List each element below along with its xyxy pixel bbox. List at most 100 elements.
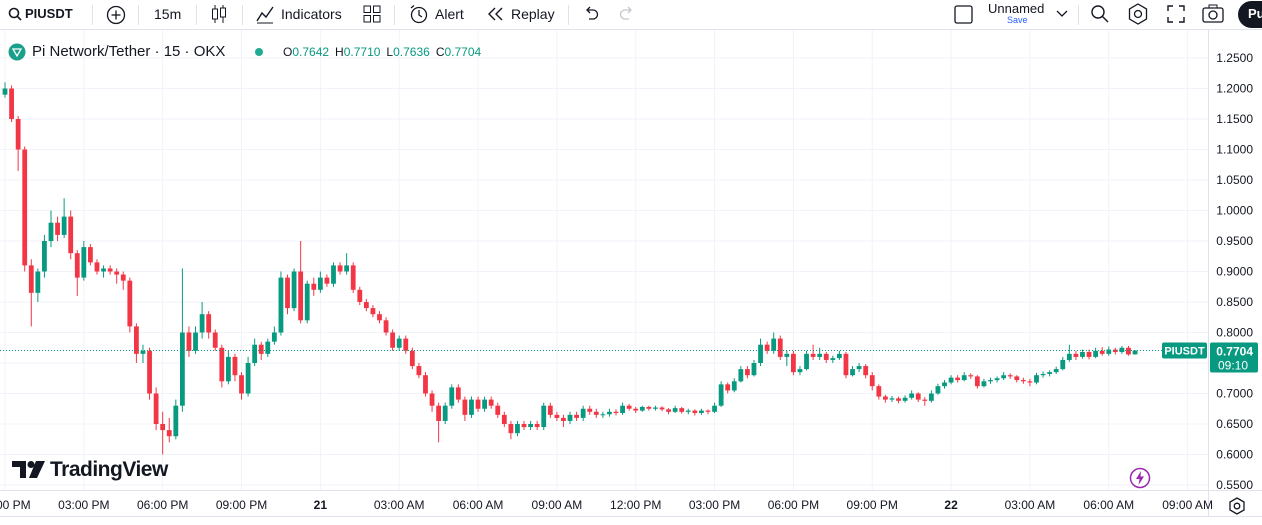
candle-body <box>994 378 1000 381</box>
candle-body <box>534 423 540 428</box>
price-tag <box>1210 342 1258 373</box>
y-tick-label: 0.6000 <box>1216 447 1253 461</box>
candle-body <box>804 353 809 370</box>
y-tick-label: 1.0500 <box>1216 173 1253 187</box>
indicators-icon[interactable] <box>255 4 275 24</box>
candle-body <box>15 119 21 150</box>
candle-body <box>758 344 763 364</box>
candle-body <box>1007 375 1013 377</box>
market-status <box>255 48 263 56</box>
snapshot[interactable] <box>1202 4 1224 24</box>
candle-body <box>114 271 120 275</box>
tv-logo <box>12 461 45 478</box>
candle-body <box>1060 359 1066 370</box>
candle-body <box>810 353 816 357</box>
avatar-text[interactable]: Pu <box>1248 6 1262 21</box>
y-tick-label: 0.8500 <box>1216 295 1253 309</box>
lightning-button[interactable] <box>1129 467 1151 489</box>
candle-body <box>869 375 875 387</box>
ohlc-value: 0.7710 <box>343 45 381 59</box>
redo[interactable] <box>618 6 636 22</box>
candle-body <box>390 332 396 348</box>
replay[interactable]: Replay <box>511 6 555 22</box>
candle-body <box>317 277 323 290</box>
candle-body <box>633 408 639 411</box>
axis-settings[interactable] <box>1228 497 1246 515</box>
candle-body <box>902 397 908 401</box>
candle-body <box>791 353 796 373</box>
plot <box>0 30 1208 490</box>
candle-body <box>679 408 685 412</box>
ohlc-value: 0.7642 <box>292 45 330 59</box>
candle-body <box>482 399 488 409</box>
interval[interactable]: 15m <box>154 6 182 22</box>
avatar[interactable] <box>1238 1 1262 28</box>
candle-body <box>285 277 290 309</box>
fullscreen[interactable] <box>1167 5 1185 23</box>
symbol-tag-text: PIUSDT <box>1164 346 1205 358</box>
candle-body <box>942 382 947 387</box>
candle-body <box>521 423 527 428</box>
x-tick-label: 09:00 PM <box>216 498 267 512</box>
symbol[interactable]: PIUSDT <box>25 6 73 21</box>
candle-body <box>1126 347 1131 355</box>
candle-body <box>291 271 297 309</box>
candle-body <box>587 408 593 412</box>
indicators[interactable]: Indicators <box>281 6 342 22</box>
replay-icon[interactable] <box>487 7 505 21</box>
ohlc-legend: O0.7642 H0.7710 L0.7636 C0.7704 <box>283 45 487 59</box>
candle-body <box>127 280 133 327</box>
candle-body <box>311 283 317 290</box>
candle-body <box>429 393 435 406</box>
candle-body <box>784 353 790 357</box>
candle-body <box>153 393 159 424</box>
add-symbol[interactable] <box>105 4 127 26</box>
price-tag-value: 0.7704 <box>1216 345 1253 359</box>
candle-body <box>961 375 967 381</box>
chart-type[interactable] <box>210 4 228 24</box>
candle-body <box>909 393 915 398</box>
candle-body <box>225 356 231 382</box>
candle-body <box>1047 372 1053 374</box>
candle-body <box>955 377 961 381</box>
alert[interactable]: Alert <box>435 6 464 22</box>
candle-body <box>1040 373 1046 376</box>
candle-body <box>278 277 284 333</box>
candle-body <box>666 409 671 412</box>
candle-body <box>699 410 704 414</box>
y-tick-label: 0.9000 <box>1216 265 1253 279</box>
layout-dropdown[interactable] <box>1056 10 1068 18</box>
candle-body <box>1001 375 1007 379</box>
candle-body <box>48 222 54 242</box>
undo[interactable] <box>582 6 600 22</box>
quick-search[interactable] <box>1090 4 1110 24</box>
x-tick-label: 09:00 PM <box>847 498 898 512</box>
candle-body <box>600 414 606 416</box>
layout-name[interactable]: Unnamed <box>988 1 1045 16</box>
candle-body <box>2 88 8 95</box>
candle-body <box>232 356 238 376</box>
x-tick-label: 06:00 AM <box>453 498 504 512</box>
candle-body <box>219 347 225 382</box>
candle-body <box>607 411 612 415</box>
candle-body <box>1119 347 1125 353</box>
candle-body <box>797 369 803 373</box>
layout-icon[interactable] <box>954 5 974 25</box>
candle-body <box>922 399 928 401</box>
candle-body <box>304 283 310 321</box>
settings-icon[interactable] <box>1127 3 1149 25</box>
candle-body <box>101 268 106 272</box>
alert-icon[interactable] <box>408 4 430 24</box>
x-tick-label: 22 <box>944 498 958 512</box>
candle-body <box>856 366 862 370</box>
candle-body <box>817 353 823 357</box>
templates-icon[interactable] <box>363 5 381 23</box>
x-tick-label: 03:00 AM <box>1005 498 1056 512</box>
candle-body <box>475 399 481 409</box>
candle-body <box>488 399 494 406</box>
search-icon[interactable] <box>8 7 22 21</box>
candle-body <box>626 405 632 409</box>
candle-body <box>915 393 921 400</box>
candle-body <box>22 149 28 266</box>
save-status[interactable]: Save <box>1007 15 1028 25</box>
